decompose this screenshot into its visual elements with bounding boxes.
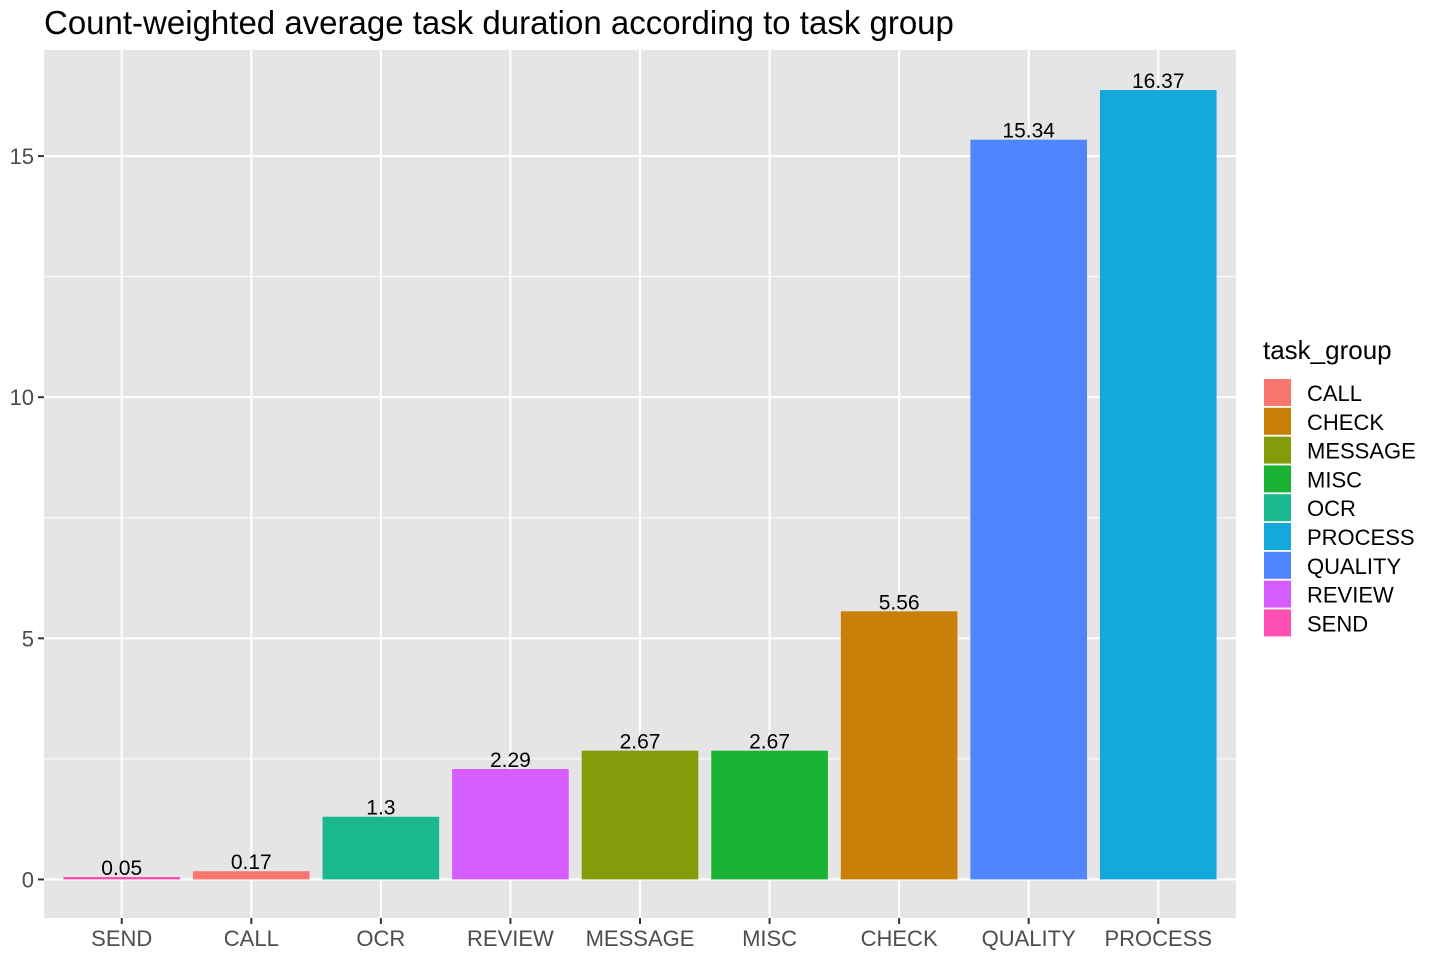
bar-ocr [322, 816, 440, 880]
legend-item-misc: MISC [1264, 465, 1362, 493]
bar-call [193, 871, 310, 880]
legend-swatch [1264, 494, 1291, 522]
value-labels: 0.05 0.17 1.3 2.29 2.67 2.67 5.56 15.34 16.37 [101, 70, 1184, 880]
legend-label: QUALITY [1307, 554, 1401, 579]
bar-misc [711, 750, 828, 880]
bar-review [452, 768, 569, 880]
legend-swatch [1264, 523, 1291, 550]
legend-label: REVIEW [1307, 583, 1394, 608]
legend-swatch [1264, 580, 1291, 608]
bar-quality [970, 139, 1087, 880]
legend-label: PROCESS [1307, 525, 1415, 550]
x-tick-label: CALL [224, 926, 279, 951]
x-axis: SEND CALL OCR REVIEW MESSAGE MISC CHECK QUALITY… [91, 918, 1212, 951]
legend-swatch [1264, 407, 1291, 435]
legend-swatch [1264, 609, 1291, 637]
value-label: 2.67 [749, 731, 790, 754]
legend-item-review: REVIEW [1264, 580, 1394, 608]
x-tick-label: OCR [356, 926, 405, 951]
legend-title: task_group [1263, 335, 1392, 365]
legend-item-quality: QUALITY [1264, 551, 1401, 579]
legend-item-process: PROCESS [1264, 523, 1415, 550]
bar-message [581, 750, 699, 880]
legend-item-message: MESSAGE [1264, 436, 1416, 464]
legend-label: MESSAGE [1307, 439, 1416, 464]
legend: task_group CALL CHECK MESSAGE MISC OCR PROCES… [1263, 335, 1416, 637]
value-label: 2.29 [490, 749, 531, 772]
value-label: 0.05 [101, 857, 142, 880]
x-tick-label: QUALITY [982, 926, 1076, 951]
legend-label: OCR [1307, 496, 1356, 521]
bar-send [63, 877, 181, 880]
bar-check [840, 611, 958, 880]
x-tick-label: MISC [742, 926, 797, 951]
y-tick-label: 0 [22, 867, 34, 892]
value-label: 5.56 [879, 591, 920, 614]
bar-process [1099, 90, 1217, 880]
legend-item-call: CALL [1264, 379, 1362, 406]
legend-label: MISC [1307, 467, 1362, 492]
bars [63, 90, 1217, 880]
x-tick-label: PROCESS [1104, 926, 1212, 951]
x-tick-label: REVIEW [467, 926, 554, 951]
legend-label: SEND [1307, 611, 1368, 636]
value-label: 16.37 [1132, 70, 1185, 93]
legend-swatch [1264, 379, 1291, 406]
chart-title: Count-weighted average task duration acc… [44, 4, 954, 41]
y-tick-label: 5 [22, 626, 34, 651]
legend-swatch [1264, 551, 1291, 579]
legend-item-send: SEND [1264, 609, 1368, 637]
legend-label: CHECK [1307, 410, 1384, 435]
value-label: 1.3 [366, 797, 395, 820]
x-tick-label: MESSAGE [586, 926, 695, 951]
legend-swatch [1264, 465, 1291, 493]
y-tick-label: 10 [10, 385, 34, 410]
value-label: 0.17 [231, 851, 272, 874]
value-label: 15.34 [1002, 120, 1055, 143]
y-tick-label: 15 [10, 144, 34, 169]
legend-label: CALL [1307, 381, 1362, 406]
value-label: 2.67 [620, 731, 661, 754]
legend-item-check: CHECK [1264, 407, 1384, 435]
x-tick-label: SEND [91, 926, 152, 951]
legend-item-ocr: OCR [1264, 494, 1356, 522]
y-axis: 0 5 10 15 [10, 144, 44, 892]
legend-entries: CALL CHECK MESSAGE MISC OCR PROCESS QUALITY REV… [1264, 379, 1416, 637]
legend-swatch [1264, 436, 1291, 464]
x-tick-label: CHECK [861, 926, 938, 951]
